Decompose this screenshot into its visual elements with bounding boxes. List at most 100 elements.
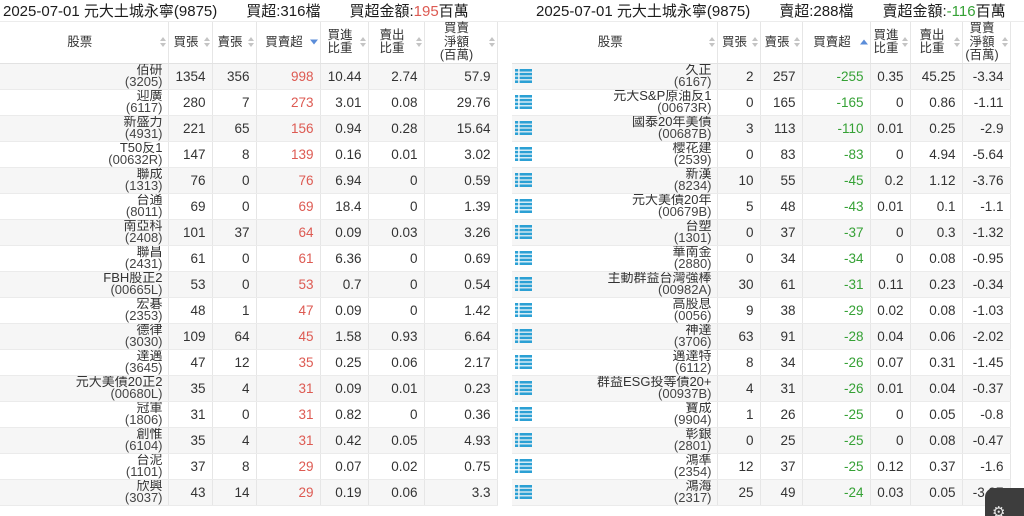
stock-name[interactable]: 南亞科 bbox=[123, 219, 163, 233]
stock-detail-list-icon[interactable] bbox=[515, 381, 532, 395]
column-header-buy-ratio[interactable]: 買進 比重 bbox=[320, 22, 369, 64]
stock-name[interactable]: 主動群益台灣強棒 bbox=[607, 271, 712, 285]
stock-name[interactable]: 達邁 bbox=[136, 349, 163, 363]
stock-detail-list-icon[interactable] bbox=[515, 173, 532, 187]
stock-row: 創惟 (6104) 35 4 31 0.42 0.05 4.93 bbox=[0, 427, 498, 454]
column-header-stock[interactable]: 股票 bbox=[512, 22, 718, 64]
sell-ratio-cell: 0.04 bbox=[910, 375, 963, 402]
column-header-stock[interactable]: 股票 bbox=[0, 22, 169, 64]
net-amount-cell: -0.34 bbox=[962, 271, 1011, 298]
stock-detail-list-icon[interactable] bbox=[515, 95, 532, 109]
column-header-buy-lots[interactable]: 買張 bbox=[717, 22, 761, 64]
stock-name[interactable]: 高股息 bbox=[672, 297, 712, 311]
buy-sell-net-cell: 156 bbox=[256, 115, 321, 142]
stock-name[interactable]: 聯成 bbox=[136, 167, 163, 181]
stock-detail-list-icon[interactable] bbox=[515, 277, 532, 291]
stock-name[interactable]: 寶成 bbox=[685, 401, 712, 415]
column-header-buy-sell-net[interactable]: 買賣超 bbox=[802, 22, 871, 64]
title-date-broker: 2025-07-01 元大土城永寧(9875) bbox=[3, 3, 218, 20]
stock-name[interactable]: 邁達特 bbox=[672, 349, 712, 363]
stock-name[interactable]: 彰銀 bbox=[685, 427, 712, 441]
stock-name[interactable]: 國泰20年美債 bbox=[632, 115, 712, 129]
stock-detail-list-icon[interactable] bbox=[515, 485, 532, 499]
stock-cell: 高股息 (0056) bbox=[512, 297, 718, 324]
stock-name[interactable]: 元大美債20年 bbox=[632, 193, 712, 207]
stock-name[interactable]: 創惟 bbox=[136, 427, 163, 441]
stock-cell: 群益ESG投等債20+ (00937B) bbox=[512, 375, 718, 402]
column-header-buy-lots[interactable]: 買張 bbox=[168, 22, 213, 64]
sell-ratio-cell: 0.1 bbox=[910, 193, 963, 220]
column-header-net-amount[interactable]: 買賣 淨額 (百萬) bbox=[424, 21, 498, 64]
buy-lots-cell: 63 bbox=[717, 323, 761, 350]
stock-name[interactable]: 鴻海 bbox=[685, 479, 712, 493]
stock-detail-list-icon[interactable] bbox=[515, 225, 532, 239]
stock-detail-list-icon[interactable] bbox=[515, 199, 532, 213]
stock-detail-list-icon[interactable] bbox=[515, 303, 532, 317]
stock-name[interactable]: 鴻準 bbox=[685, 453, 712, 467]
buy-sell-net-cell: -110 bbox=[802, 115, 871, 142]
stock-row: 新盛力 (4931) 221 65 156 0.94 0.28 15.64 bbox=[0, 115, 498, 142]
stock-name[interactable]: 宏碁 bbox=[136, 297, 163, 311]
column-header-sell-lots[interactable]: 賣張 bbox=[760, 22, 803, 64]
stock-name[interactable]: 神達 bbox=[685, 323, 712, 337]
column-header-sell-ratio[interactable]: 賣出 比重 bbox=[910, 22, 963, 64]
sell-ratio-cell: 0.03 bbox=[368, 219, 425, 246]
stock-name[interactable]: 台塑 bbox=[685, 219, 712, 233]
stock-name[interactable]: 櫻花建 bbox=[672, 141, 712, 155]
stock-name[interactable]: FBH股正2 bbox=[103, 271, 163, 285]
stock-name[interactable]: 新漢 bbox=[685, 167, 712, 181]
stock-cell: 櫻花建 (2539) bbox=[512, 141, 718, 168]
stock-row: 元大S&P原油反1 (00673R) 0 165 -165 0 0.86 -1.11 bbox=[512, 89, 1011, 116]
stock-name[interactable]: 德律 bbox=[136, 323, 163, 337]
sell-ratio-cell: 0 bbox=[368, 271, 425, 298]
sort-toggle-icon bbox=[359, 37, 366, 48]
stock-name[interactable]: 迎廣 bbox=[136, 89, 163, 103]
column-header-net-amount[interactable]: 買賣 淨額 (百萬) bbox=[962, 21, 1011, 64]
stock-detail-list-icon[interactable] bbox=[515, 355, 532, 369]
stock-name[interactable]: 聯昌 bbox=[136, 245, 163, 259]
stock-name[interactable]: 新盛力 bbox=[123, 115, 163, 129]
stock-name[interactable]: 台泥 bbox=[136, 453, 163, 467]
column-header-buy-sell-net[interactable]: 買賣超 bbox=[256, 22, 321, 64]
stock-code: (1313) bbox=[124, 178, 163, 193]
stock-name[interactable]: 欣興 bbox=[136, 479, 163, 493]
net-amount-cell: 3.02 bbox=[424, 141, 498, 168]
sell-lots-cell: 61 bbox=[760, 271, 803, 298]
stock-detail-list-icon[interactable] bbox=[515, 147, 532, 161]
stock-name[interactable]: 久正 bbox=[685, 63, 712, 77]
floating-settings-button[interactable]: ⚙ bbox=[985, 488, 1024, 516]
stock-name[interactable]: 元大美債20正2 bbox=[75, 375, 163, 389]
buy-sell-net-cell: -25 bbox=[802, 401, 871, 428]
stock-name[interactable]: T50反1 bbox=[119, 141, 163, 155]
stock-cell: 元大美債20正2 (00680L) bbox=[0, 375, 169, 402]
stock-detail-list-icon[interactable] bbox=[515, 69, 532, 83]
column-header-sell-ratio[interactable]: 賣出 比重 bbox=[368, 22, 425, 64]
column-header-buy-ratio[interactable]: 買進 比重 bbox=[870, 22, 911, 64]
stock-detail-list-icon[interactable] bbox=[515, 459, 532, 473]
stock-detail-list-icon[interactable] bbox=[515, 329, 532, 343]
net-amount-cell: 1.39 bbox=[424, 193, 498, 220]
stock-name[interactable]: 冠軍 bbox=[136, 401, 163, 415]
stock-name[interactable]: 元大S&P原油反1 bbox=[613, 89, 712, 103]
stock-name[interactable]: 佰研 bbox=[136, 63, 163, 77]
stock-cell: 迎廣 (6117) bbox=[0, 89, 169, 116]
buy-lots-cell: 1354 bbox=[168, 63, 213, 90]
stock-detail-list-icon[interactable] bbox=[515, 433, 532, 447]
stock-detail-list-icon[interactable] bbox=[515, 407, 532, 421]
stock-name[interactable]: 群益ESG投等債20+ bbox=[596, 375, 712, 389]
sell-lots-cell: 48 bbox=[760, 193, 803, 220]
stock-detail-list-icon[interactable] bbox=[515, 121, 532, 135]
net-amount-cell: -1.1 bbox=[962, 193, 1011, 220]
stock-code: (00679B) bbox=[658, 204, 712, 219]
stock-name[interactable]: 台通 bbox=[136, 193, 163, 207]
amount-label: 賣超金額: bbox=[882, 3, 947, 20]
buy-sell-net-cell: -255 bbox=[802, 63, 871, 90]
stock-name[interactable]: 華南金 bbox=[672, 245, 712, 259]
titles-row: 2025-07-01 元大土城永寧(9875) 買超:316檔 買超金額:195… bbox=[0, 0, 1024, 22]
column-header-sell-lots[interactable]: 賣張 bbox=[212, 22, 257, 64]
stock-cell: 達邁 (3645) bbox=[0, 349, 169, 376]
stock-detail-list-icon[interactable] bbox=[515, 251, 532, 265]
net-amount-cell: -0.95 bbox=[962, 245, 1011, 272]
sell-lots-cell: 0 bbox=[212, 193, 257, 220]
